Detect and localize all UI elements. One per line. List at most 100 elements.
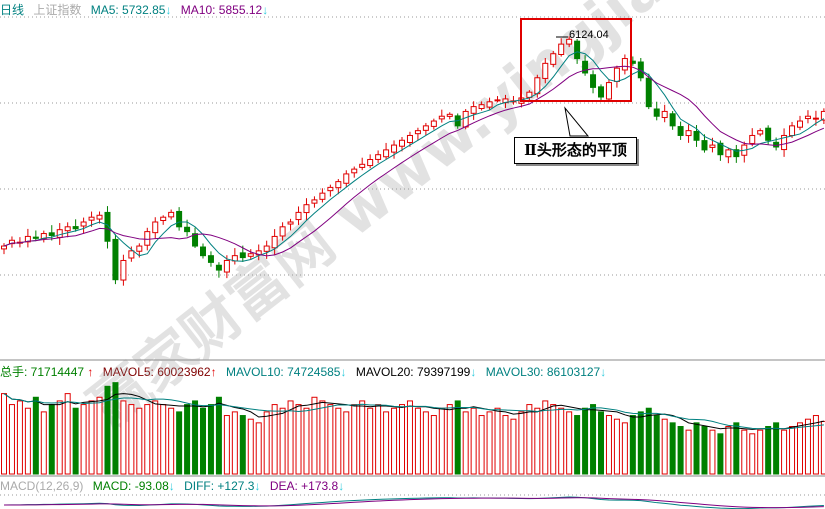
candle-body xyxy=(295,211,302,221)
volume-bar xyxy=(184,404,191,475)
volume-bar xyxy=(542,400,549,475)
volume-bar xyxy=(367,407,374,475)
candle-body xyxy=(765,127,772,141)
candle-body xyxy=(239,252,246,259)
arrow-down-icon: ↓ xyxy=(168,479,175,493)
volume-bar xyxy=(104,385,111,475)
volume-bar xyxy=(311,396,318,475)
volume-bar xyxy=(1,393,7,475)
macd-legend: MACD(12,26,9) MACD: -93.08↓ DIFF: +127.3… xyxy=(0,479,350,493)
volume-bar xyxy=(645,407,652,475)
mavol5: MAVOL5: 60023962↑ xyxy=(102,365,217,379)
volume-bar xyxy=(406,400,413,475)
volume-bar xyxy=(96,396,103,475)
candle-body xyxy=(375,154,382,160)
candle-body xyxy=(566,38,573,45)
volume-bar xyxy=(200,407,206,475)
volume-bar xyxy=(112,382,119,475)
volume-bar xyxy=(136,407,143,475)
candle-body xyxy=(335,181,342,189)
candle-body xyxy=(144,231,151,246)
candle-body xyxy=(263,245,270,252)
volume-bar xyxy=(16,400,23,475)
candle-body xyxy=(351,168,358,174)
candle-body xyxy=(223,259,230,273)
volume-bar xyxy=(661,418,668,475)
period-label[interactable]: 日线 xyxy=(0,3,25,17)
candle-body xyxy=(215,264,222,271)
candle-body xyxy=(120,259,127,281)
volume-bar xyxy=(685,429,692,475)
volume-bar xyxy=(207,404,214,475)
diff-line xyxy=(3,496,824,509)
volume-bar xyxy=(494,407,501,475)
candle-body xyxy=(645,77,652,108)
volume-bar xyxy=(478,415,485,475)
candle-body xyxy=(757,130,764,135)
volume-bar xyxy=(502,415,509,475)
volume-bar xyxy=(820,420,825,475)
dea-value: DEA: +173.8↓ xyxy=(269,479,345,493)
candle-body xyxy=(701,140,708,151)
volume-bar xyxy=(558,407,565,475)
arrow-down-icon: ↓ xyxy=(338,479,345,493)
volume-bar xyxy=(88,400,95,475)
volume-bar xyxy=(168,407,175,475)
macd-value: MACD: -93.08↓ xyxy=(92,479,175,493)
candle-body xyxy=(677,126,684,136)
volume-bar xyxy=(741,429,748,475)
candle-body xyxy=(56,229,63,238)
volume-bar xyxy=(215,396,222,475)
candle-body xyxy=(653,108,660,117)
volume-bar xyxy=(621,422,628,475)
candle-body xyxy=(80,221,87,227)
volume-bar xyxy=(223,415,230,475)
candle-body xyxy=(128,250,135,259)
volume-bar xyxy=(152,400,159,475)
candle-body xyxy=(32,236,39,239)
volume-bar xyxy=(510,418,517,475)
volume-legend: 总手: 71714447 ↑ MAVOL5: 60023962↑ MAVOL10… xyxy=(0,363,612,380)
candle-body xyxy=(136,245,143,252)
candle-body xyxy=(438,115,445,120)
volume-bar xyxy=(399,404,405,475)
volume-bar xyxy=(765,426,772,475)
candle-body xyxy=(470,106,477,114)
callout-pointer xyxy=(564,106,590,137)
volume-bar xyxy=(56,400,63,475)
highlight-box xyxy=(520,18,632,102)
arrow-up-icon: ↑ xyxy=(87,365,94,379)
arrow-down-icon: ↓ xyxy=(600,365,607,379)
peak-label: 6124.04 xyxy=(569,29,609,41)
volume-bar xyxy=(812,415,819,475)
volume-bar xyxy=(757,429,764,475)
volume-bar xyxy=(64,393,71,475)
candle-body xyxy=(1,245,7,250)
macd-name: MACD(12,26,9) xyxy=(0,479,84,493)
candle-body xyxy=(279,226,286,237)
candle-body xyxy=(478,104,485,110)
volume-bar xyxy=(359,400,366,475)
candle-body xyxy=(558,43,565,55)
candle-body xyxy=(184,226,191,233)
volume-bar xyxy=(446,404,453,475)
volume-bar xyxy=(327,404,334,475)
volume-bar xyxy=(677,426,684,475)
volume-bar xyxy=(749,433,756,475)
volume-bar xyxy=(263,411,270,475)
volume-bar xyxy=(319,400,326,475)
volume-bar xyxy=(160,404,167,475)
candle-body xyxy=(88,216,95,221)
arrow-down-icon: ↓ xyxy=(470,365,477,379)
volume-bar xyxy=(462,411,469,475)
candle-body xyxy=(200,246,206,257)
candle-body xyxy=(168,211,175,218)
candle-body xyxy=(717,142,724,156)
candle-body xyxy=(749,134,756,144)
volume-bar xyxy=(629,415,636,475)
volume-bar xyxy=(518,411,525,475)
volume-bar xyxy=(430,415,437,475)
candle-body xyxy=(383,149,390,158)
